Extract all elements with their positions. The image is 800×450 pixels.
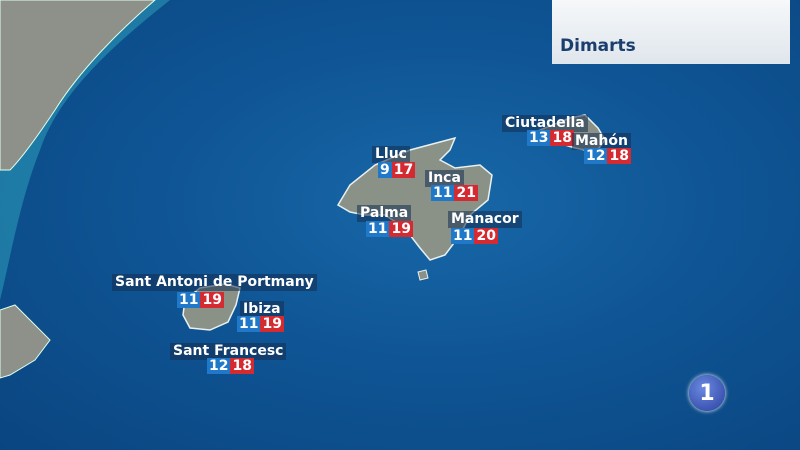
min-temp: 13 [527, 130, 551, 146]
temperatures: 12 18 [584, 148, 631, 164]
tve1-logo: 1 [689, 375, 725, 411]
max-temp: 19 [200, 292, 224, 308]
min-temp: 12 [584, 148, 608, 164]
min-temp: 11 [431, 185, 455, 201]
city-name: Mahón [572, 133, 631, 150]
city-label: Palma 11 19 [357, 202, 413, 237]
max-temp: 21 [454, 185, 478, 201]
temperatures: 12 18 [207, 358, 254, 374]
temperatures: 11 21 [431, 185, 478, 201]
city-label: Lluc 9 17 [372, 143, 416, 178]
temperatures: 11 19 [366, 221, 413, 237]
logo-text: 1 [699, 380, 715, 406]
city-name: Manacor [448, 211, 522, 228]
city-label: Ciutadella 13 18 [502, 112, 588, 146]
city-name: Ibiza [240, 301, 284, 318]
city-name: Ciutadella [502, 115, 588, 132]
max-temp: 18 [230, 358, 254, 374]
city-label: Ibiza 11 19 [237, 298, 284, 332]
temperatures: 11 20 [451, 228, 498, 244]
temperatures: 13 18 [527, 130, 574, 146]
city-name: Inca [425, 170, 464, 187]
mainland-spain [0, 0, 156, 171]
max-temp: 18 [607, 148, 631, 164]
city-name: Palma [357, 205, 412, 222]
min-temp: 11 [451, 228, 475, 244]
cabrera [417, 269, 429, 281]
min-temp: 12 [207, 358, 231, 374]
max-temp: 18 [550, 130, 574, 146]
city-name: Sant Francesc [170, 343, 287, 360]
max-temp: 20 [474, 228, 498, 244]
min-temp: 11 [237, 316, 261, 332]
city-label: Sant Antoni de Portmany 11 19 [112, 271, 317, 308]
min-temp: 11 [177, 292, 201, 308]
temperatures: 11 19 [237, 316, 284, 332]
city-label: Sant Francesc 12 18 [170, 340, 287, 374]
day-header: Dimarts [552, 0, 790, 64]
temperatures: 11 19 [177, 292, 224, 308]
city-name: Lluc [372, 146, 410, 163]
max-temp: 19 [389, 221, 413, 237]
min-temp: 9 [378, 162, 392, 178]
min-temp: 11 [366, 221, 390, 237]
city-label: Manacor 11 20 [448, 208, 522, 244]
temperatures: 9 17 [378, 162, 416, 178]
max-temp: 17 [391, 162, 416, 178]
max-temp: 19 [260, 316, 284, 332]
day-label: Dimarts [560, 36, 636, 56]
city-name: Sant Antoni de Portmany [112, 274, 317, 291]
mainland-cape [0, 304, 51, 379]
city-label: Inca 11 21 [425, 167, 478, 201]
city-label: Mahón 12 18 [572, 130, 631, 164]
